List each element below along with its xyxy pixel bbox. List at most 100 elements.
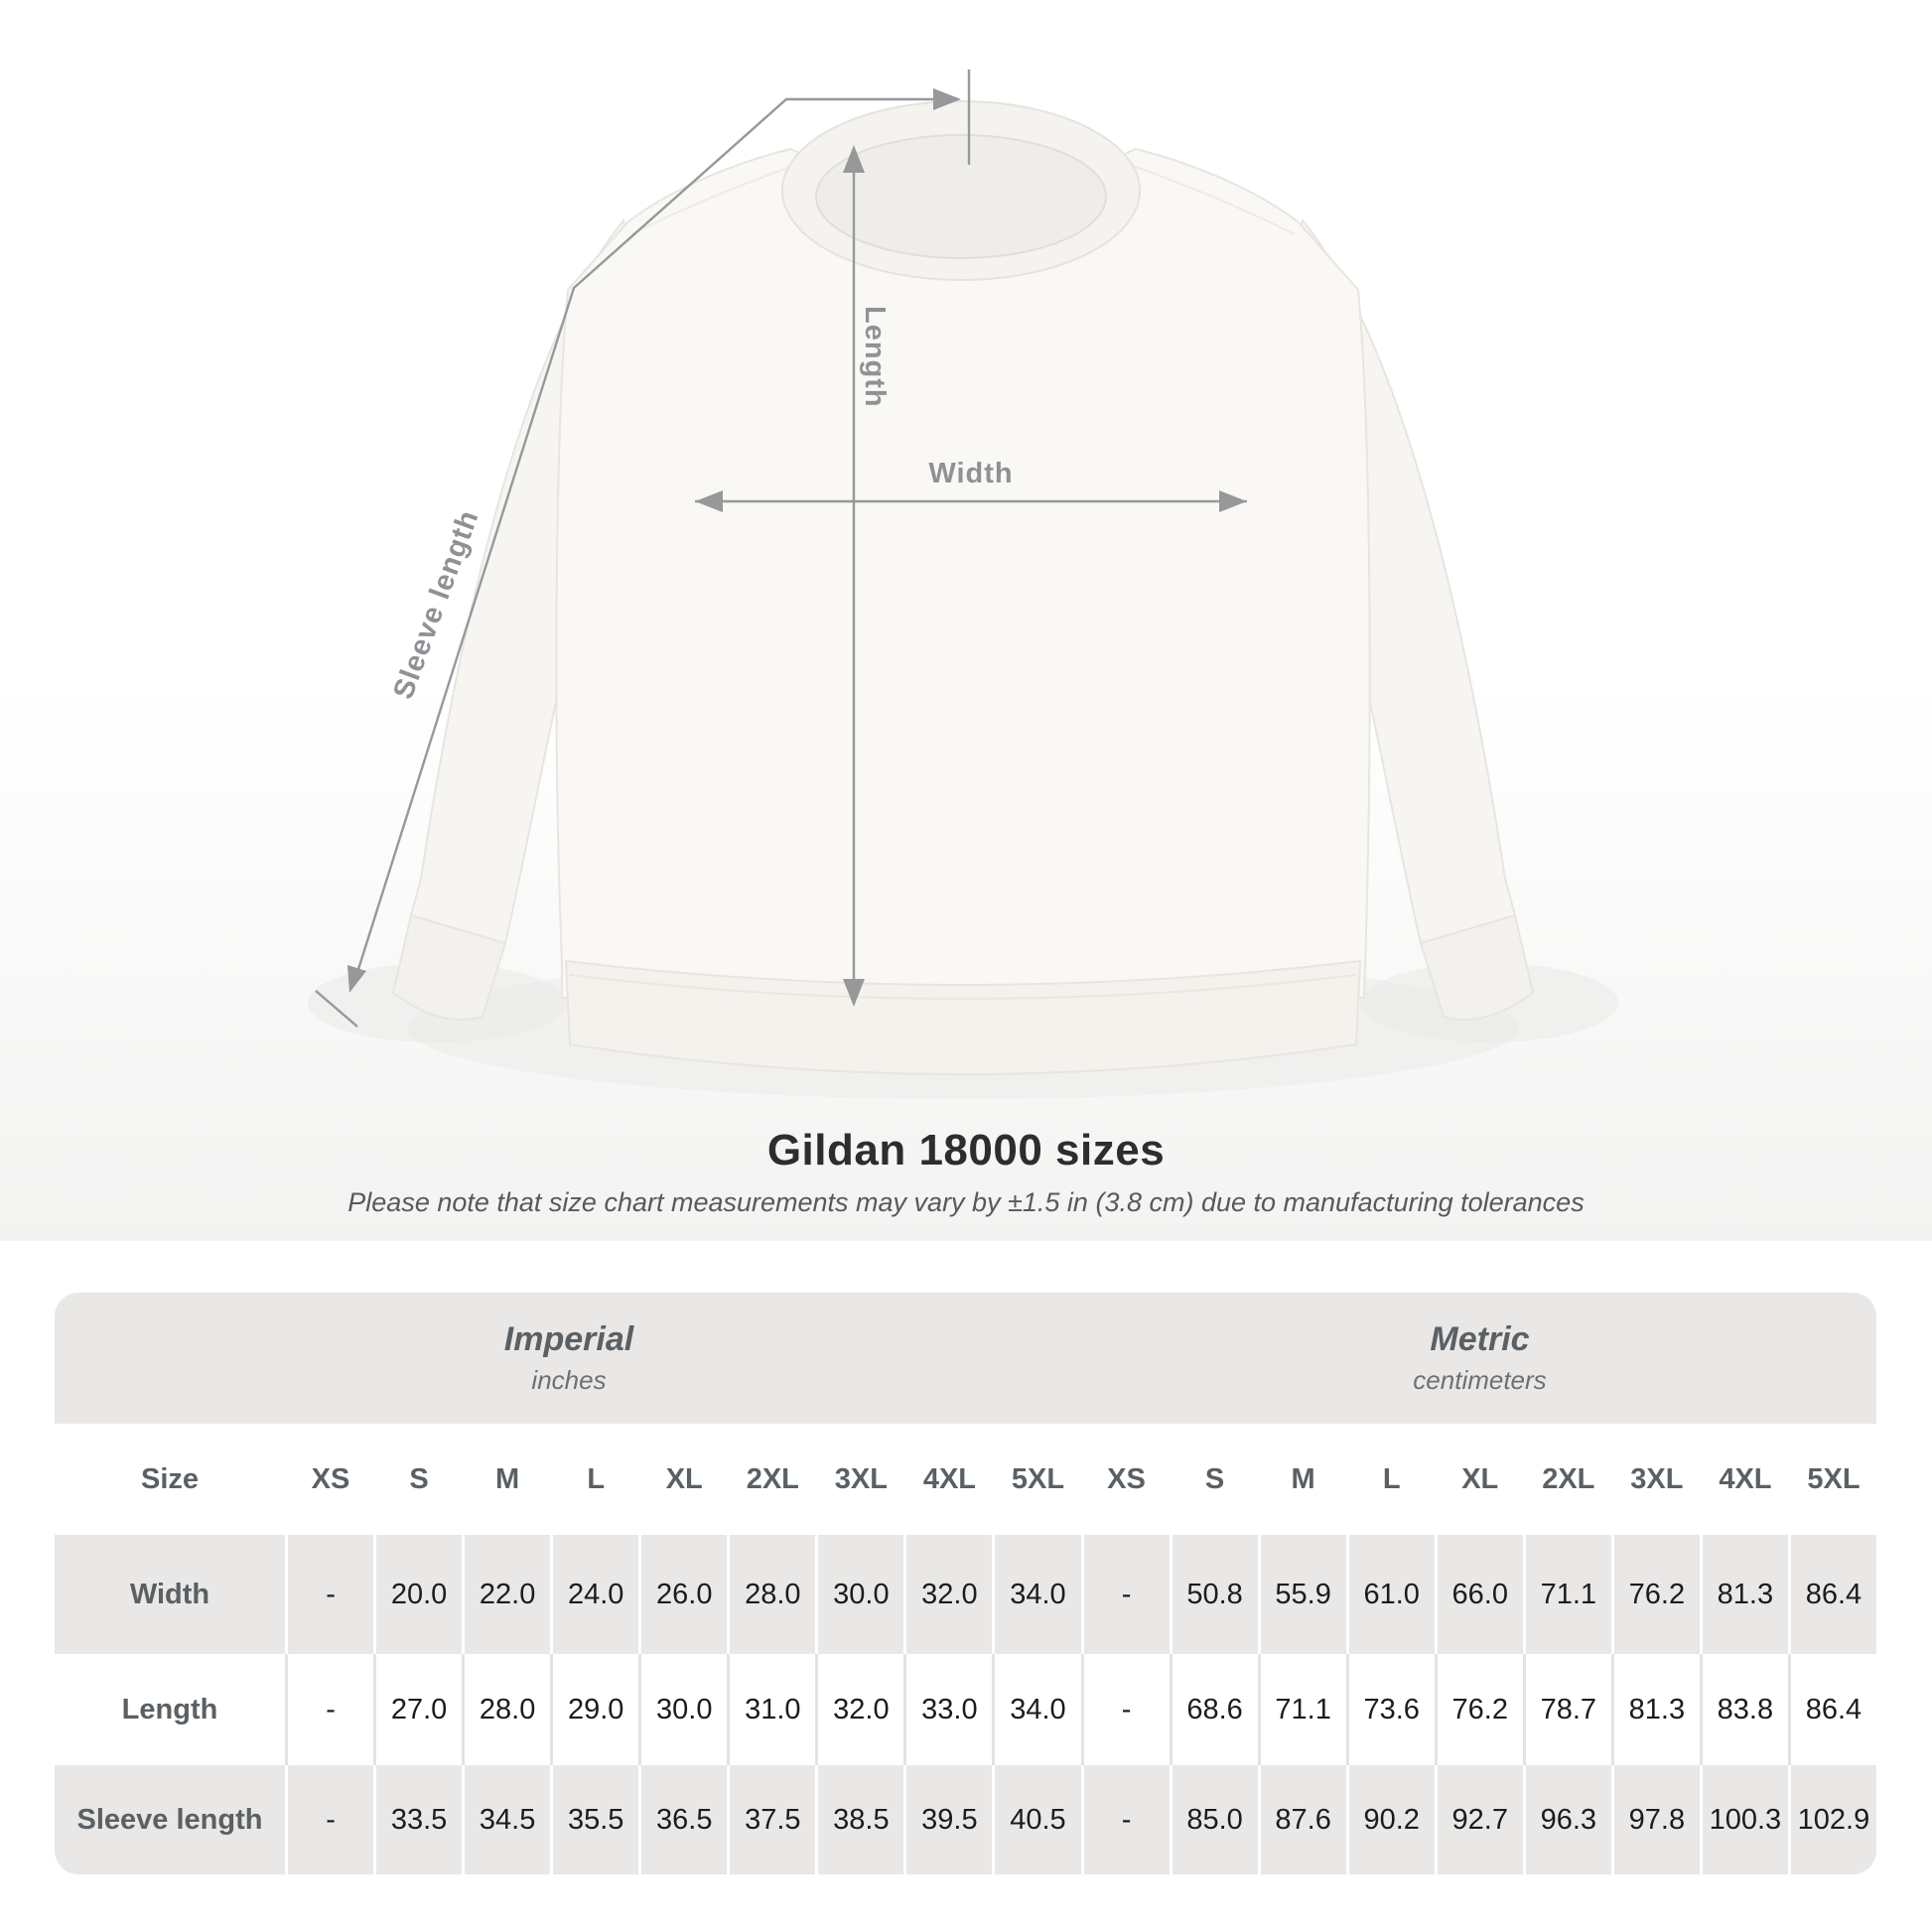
table-cell: 26.0 — [641, 1535, 728, 1654]
size-table: Imperial inches Metric centimeters Size … — [55, 1293, 1876, 1874]
left-cuff — [391, 913, 507, 1021]
table-cell: 87.6 — [1260, 1765, 1346, 1874]
size-col: 4XL — [1702, 1424, 1788, 1535]
size-col: 3XL — [1613, 1424, 1700, 1535]
table-cell: - — [1083, 1765, 1170, 1874]
table-cell: 22.0 — [465, 1535, 551, 1654]
unit-header-row: Imperial inches Metric centimeters — [55, 1293, 1876, 1424]
length-arrowhead-top — [843, 145, 865, 173]
width-arrowhead-right — [1219, 490, 1247, 512]
table-cell: 32.0 — [906, 1535, 993, 1654]
metric-unit: centimeters — [1413, 1365, 1547, 1395]
table-cell: 71.1 — [1260, 1654, 1346, 1765]
size-col: 5XL — [1790, 1424, 1876, 1535]
table-cell: 40.5 — [995, 1765, 1081, 1874]
table-cell: - — [1083, 1535, 1170, 1654]
table-cell: 30.0 — [818, 1535, 904, 1654]
left-shoulder-seam — [630, 164, 797, 235]
table-cell: 102.9 — [1790, 1765, 1876, 1874]
metric-header: Metric centimeters — [1083, 1293, 1876, 1424]
table-cell: 83.8 — [1702, 1654, 1788, 1765]
width-row: Width - 20.0 22.0 24.0 26.0 28.0 30.0 32… — [55, 1535, 1876, 1654]
imperial-unit: inches — [531, 1365, 607, 1395]
size-col: S — [376, 1424, 463, 1535]
table-cell: 37.5 — [730, 1765, 816, 1874]
size-row-label: Size — [55, 1424, 285, 1535]
table-cell: 34.0 — [995, 1654, 1081, 1765]
hem-band — [564, 959, 1362, 1075]
size-col: S — [1172, 1424, 1258, 1535]
table-cell: 78.7 — [1525, 1654, 1611, 1765]
table-cell: - — [288, 1654, 374, 1765]
table-cell: 36.5 — [641, 1765, 728, 1874]
table-cell: 85.0 — [1172, 1765, 1258, 1874]
row-label: Width — [55, 1535, 285, 1654]
right-shoulder-seam — [1129, 164, 1296, 235]
table-cell: 97.8 — [1613, 1765, 1700, 1874]
size-col: XL — [641, 1424, 728, 1535]
length-row: Length - 27.0 28.0 29.0 30.0 31.0 32.0 3… — [55, 1654, 1876, 1765]
imperial-header: Imperial inches — [55, 1293, 1083, 1424]
size-header-row: Size XS S M L XL 2XL 3XL 4XL 5XL XS S M … — [55, 1424, 1876, 1535]
size-col: 5XL — [995, 1424, 1081, 1535]
table-cell: - — [1083, 1654, 1170, 1765]
page-title: Gildan 18000 sizes — [766, 1126, 1166, 1174]
table-cell: 33.5 — [376, 1765, 463, 1874]
sleeve-arrowhead-top — [933, 88, 961, 110]
length-label: Length — [859, 306, 891, 408]
table-cell: 29.0 — [553, 1654, 639, 1765]
width-arrowhead-left — [695, 490, 723, 512]
imperial-title: Imperial — [503, 1320, 634, 1358]
table-cell: 39.5 — [906, 1765, 993, 1874]
table-cell: 55.9 — [1260, 1535, 1346, 1654]
table-cell: 73.6 — [1348, 1654, 1435, 1765]
size-col: 2XL — [1525, 1424, 1611, 1535]
size-col: XL — [1437, 1424, 1523, 1535]
table-cell: 30.0 — [641, 1654, 728, 1765]
table-cell: 34.5 — [465, 1765, 551, 1874]
size-col: XS — [1083, 1424, 1170, 1535]
table-cell: 76.2 — [1613, 1535, 1700, 1654]
table-cell: 86.4 — [1790, 1535, 1876, 1654]
row-label: Length — [55, 1654, 285, 1765]
size-col: 3XL — [818, 1424, 904, 1535]
table-cell: 76.2 — [1437, 1654, 1523, 1765]
table-cell: 24.0 — [553, 1535, 639, 1654]
size-col: M — [1260, 1424, 1346, 1535]
size-col: M — [465, 1424, 551, 1535]
table-cell: 90.2 — [1348, 1765, 1435, 1874]
table-cell: 28.0 — [730, 1535, 816, 1654]
table-cell: 34.0 — [995, 1535, 1081, 1654]
collar-opening — [815, 134, 1107, 259]
size-col: 2XL — [730, 1424, 816, 1535]
size-col: XS — [288, 1424, 374, 1535]
sleeve-length-line — [351, 97, 955, 986]
table-cell: 50.8 — [1172, 1535, 1258, 1654]
hem-seam — [569, 974, 1357, 1000]
table-cell: 27.0 — [376, 1654, 463, 1765]
table-cell: 68.6 — [1172, 1654, 1258, 1765]
table-cell: 66.0 — [1437, 1535, 1523, 1654]
table-cell: 33.0 — [906, 1654, 993, 1765]
width-label: Width — [928, 458, 1013, 489]
sweatshirt-diagram: Width Length Sleeve length — [0, 0, 1932, 1241]
size-col: L — [1348, 1424, 1435, 1535]
table-cell: 31.0 — [730, 1654, 816, 1765]
table-cell: 61.0 — [1348, 1535, 1435, 1654]
table-cell: 81.3 — [1702, 1535, 1788, 1654]
table-cell: 86.4 — [1790, 1654, 1876, 1765]
metric-title: Metric — [1430, 1320, 1530, 1358]
sleeve-end-tick-bottom — [315, 990, 358, 1028]
table-cell: 28.0 — [465, 1654, 551, 1765]
tolerance-note: Please note that size chart measurements… — [347, 1187, 1585, 1217]
table-cell: 35.5 — [553, 1765, 639, 1874]
row-label: Sleeve length — [55, 1765, 285, 1874]
table-cell: 100.3 — [1702, 1765, 1788, 1874]
table-cell: 20.0 — [376, 1535, 463, 1654]
table-cell: 92.7 — [1437, 1765, 1523, 1874]
length-arrowhead-bottom — [843, 979, 865, 1007]
right-cuff — [1419, 913, 1535, 1021]
sleeve-length-row: Sleeve length - 33.5 34.5 35.5 36.5 37.5… — [55, 1765, 1876, 1874]
table-cell: - — [288, 1535, 374, 1654]
